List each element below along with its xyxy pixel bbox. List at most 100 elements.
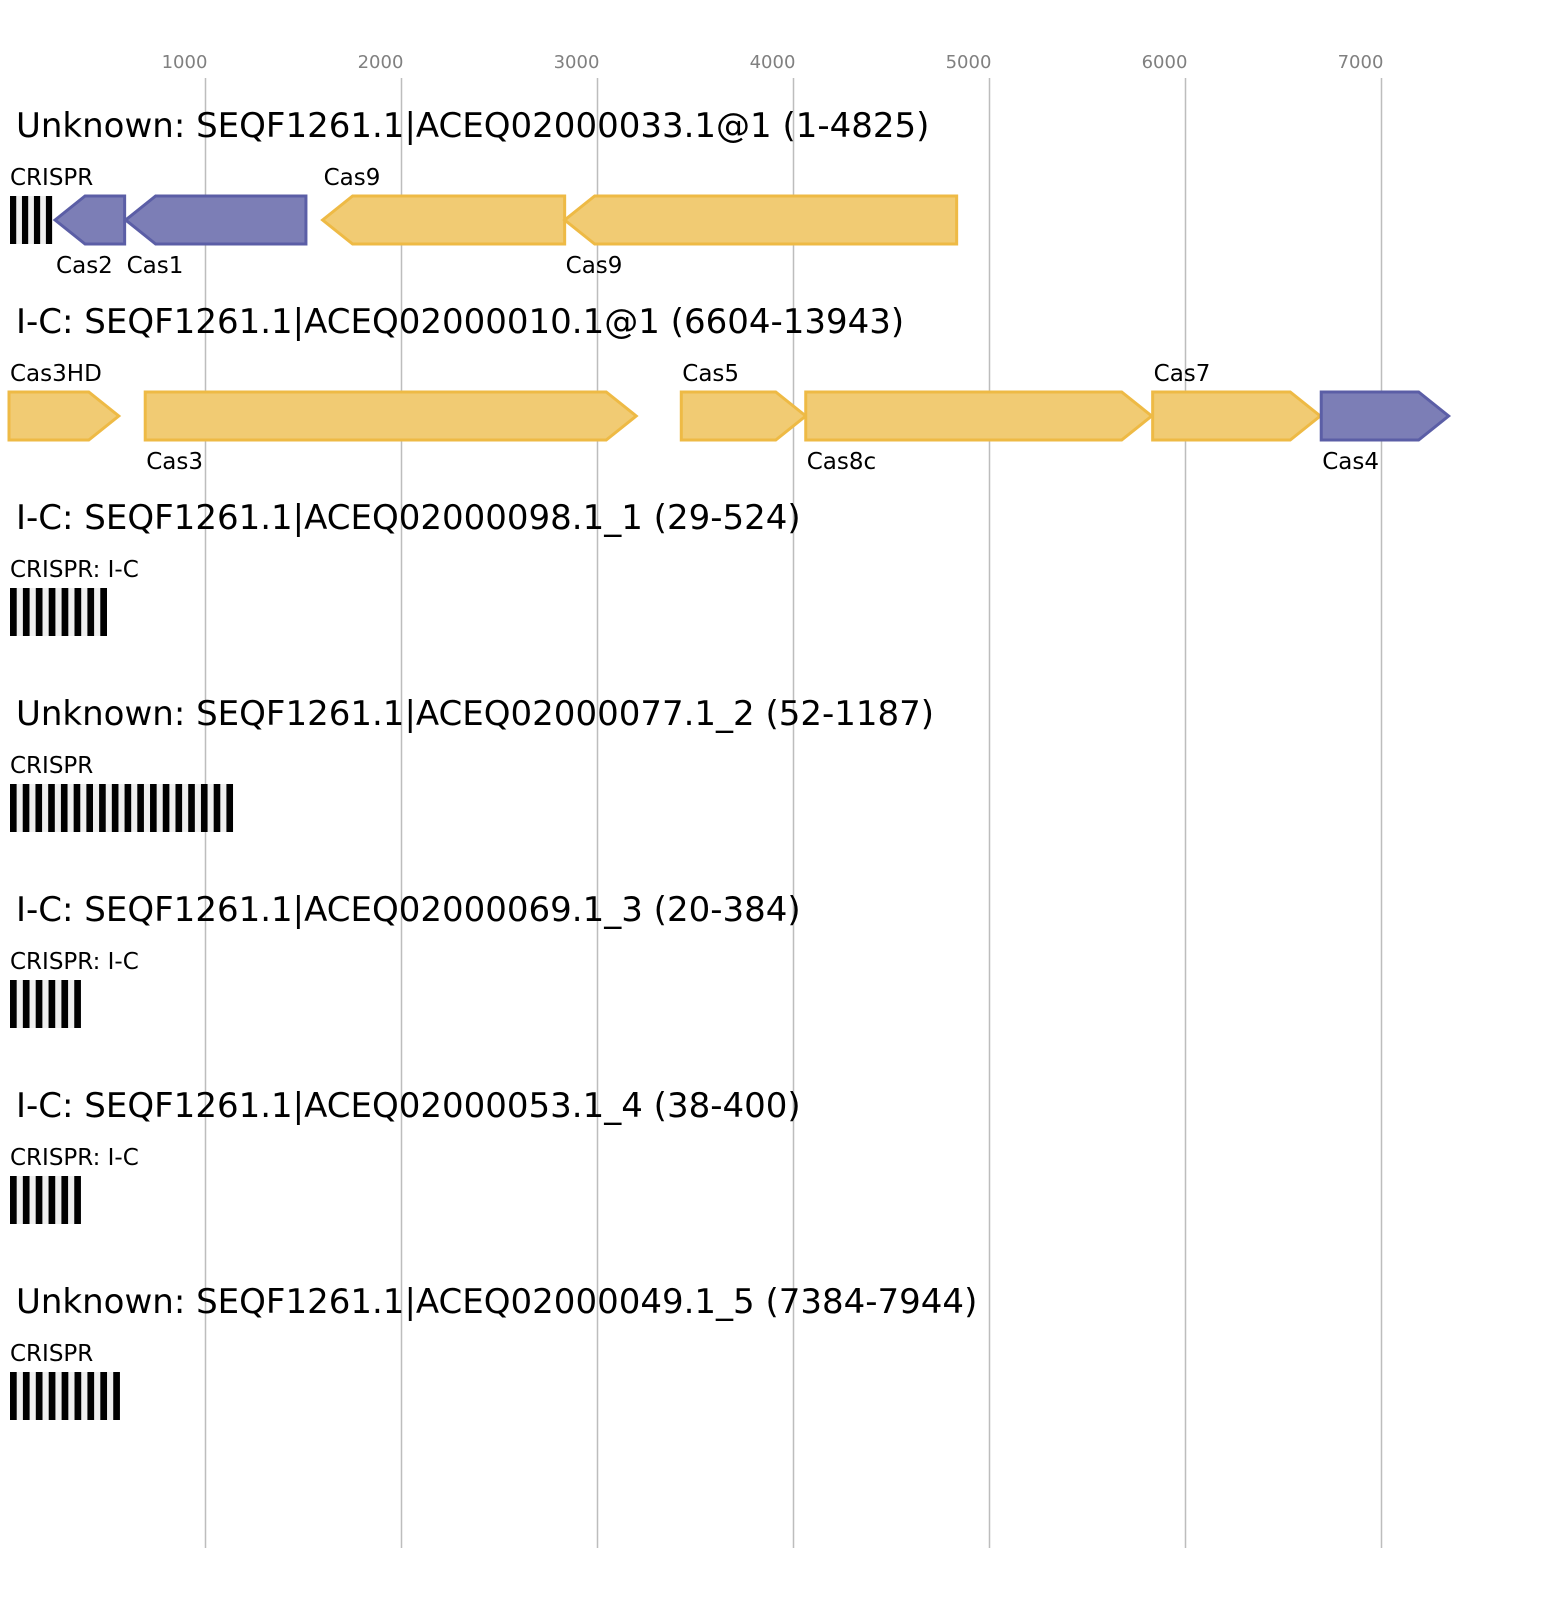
- locus-row: Unknown: SEQF1261.1|ACEQ02000049.1_5 (73…: [10, 1282, 977, 1420]
- gene-arrow-cas3hd: [7, 390, 122, 442]
- gene-arrow-cas8c: [804, 390, 1155, 442]
- crispr-repeat: [87, 1372, 95, 1420]
- crispr-repeat: [86, 784, 93, 832]
- crispr-repeat: [10, 1372, 17, 1420]
- gene-label: Cas5: [682, 361, 739, 387]
- crispr-label: CRISPR: I-C: [10, 1145, 139, 1171]
- crispr-array: [10, 980, 81, 1028]
- crispr-repeat: [113, 1372, 120, 1420]
- gene-arrow-cas3: [143, 390, 639, 442]
- crispr-repeat: [10, 1176, 17, 1224]
- crispr-repeat: [100, 1372, 108, 1420]
- crispr-repeat: [61, 1176, 69, 1224]
- locus-title: Unknown: SEQF1261.1|ACEQ02000033.1@1 (1-…: [16, 106, 929, 146]
- gene-label: Cas1: [127, 253, 184, 279]
- crispr-repeat: [226, 784, 234, 832]
- axis-tick-label: 4000: [750, 52, 796, 73]
- crispr-repeat: [35, 784, 43, 832]
- axis-tick-label: 5000: [946, 52, 992, 73]
- crispr-repeat: [100, 588, 107, 636]
- gene-label: Cas7: [1154, 361, 1211, 387]
- gene-label: Cas9: [324, 165, 381, 191]
- crispr-repeat: [124, 784, 132, 832]
- crispr-repeat: [175, 784, 183, 832]
- crispr-repeat: [74, 588, 82, 636]
- crispr-label: CRISPR: [10, 165, 93, 191]
- crispr-spacer-background: [10, 980, 81, 1028]
- locus-title: I-C: SEQF1261.1|ACEQ02000098.1_1 (29-524…: [16, 498, 801, 538]
- crispr-array: [10, 1176, 81, 1224]
- gene-arrow-cas2: [52, 194, 127, 246]
- crispr-repeat: [33, 196, 41, 244]
- gene-label: Cas9: [566, 253, 623, 279]
- crispr-repeat: [111, 784, 119, 832]
- crispr-repeat: [48, 784, 55, 832]
- crispr-repeat: [35, 980, 43, 1028]
- crispr-label: CRISPR: [10, 1341, 93, 1367]
- crispr-repeat: [10, 588, 17, 636]
- crispr-repeat: [200, 784, 208, 832]
- crispr-spacer-background: [10, 1176, 81, 1224]
- crispr-repeat: [10, 196, 17, 244]
- crispr-repeat: [35, 1372, 43, 1420]
- crispr-repeat: [10, 980, 17, 1028]
- gene-arrow-cas5: [679, 390, 809, 442]
- gene-label: Cas3: [146, 449, 203, 475]
- crispr-repeat: [74, 1372, 82, 1420]
- crispr-spacer-background: [10, 196, 53, 244]
- axis-tick-label: 7000: [1338, 52, 1384, 73]
- crispr-repeat: [61, 588, 69, 636]
- crispr-repeat: [61, 1372, 69, 1420]
- gene-label: Cas4: [1322, 449, 1379, 475]
- axis-tick-label: 1000: [162, 52, 208, 73]
- crispr-array: [10, 1372, 120, 1420]
- crispr-repeat: [48, 588, 56, 636]
- gene-arrow-cas9: [562, 194, 959, 246]
- gene-label: Cas3HD: [10, 361, 102, 387]
- locus-row: I-C: SEQF1261.1|ACEQ02000069.1_3 (20-384…: [10, 890, 801, 1028]
- locus-title: I-C: SEQF1261.1|ACEQ02000069.1_3 (20-384…: [16, 890, 801, 930]
- gene-label: Cas2: [56, 253, 113, 279]
- crispr-repeat: [22, 1372, 30, 1420]
- crispr-repeat: [213, 784, 221, 832]
- locus-row: Unknown: SEQF1261.1|ACEQ02000033.1@1 (1-…: [10, 106, 959, 279]
- crispr-repeat: [35, 1176, 43, 1224]
- gene-arrow-cas9: [320, 194, 567, 246]
- crispr-label: CRISPR: [10, 753, 93, 779]
- crispr-repeat: [99, 784, 106, 832]
- axis-tick-label: 2000: [358, 52, 404, 73]
- crispr-array: [10, 784, 234, 832]
- crispr-repeat: [87, 588, 95, 636]
- locus-title: Unknown: SEQF1261.1|ACEQ02000049.1_5 (73…: [16, 1282, 977, 1322]
- crispr-spacer-background: [10, 784, 234, 832]
- crispr-repeat: [22, 980, 30, 1028]
- crispr-repeat: [22, 784, 30, 832]
- crispr-label: CRISPR: I-C: [10, 557, 139, 583]
- crispr-array: [10, 196, 53, 244]
- crispr-repeat: [137, 784, 144, 832]
- crispr-repeat: [22, 588, 30, 636]
- crispr-repeat: [162, 784, 170, 832]
- locus-row: Unknown: SEQF1261.1|ACEQ02000077.1_2 (52…: [10, 694, 934, 832]
- gene-arrow-cas7: [1151, 390, 1323, 442]
- crispr-repeat: [35, 588, 43, 636]
- crispr-repeat: [48, 1372, 56, 1420]
- crispr-repeat: [22, 1176, 30, 1224]
- crispr-repeat: [188, 784, 195, 832]
- crispr-repeat: [45, 196, 53, 244]
- gene-label: Cas8c: [807, 449, 876, 475]
- crispr-array: [10, 588, 107, 636]
- crispr-repeat: [10, 784, 17, 832]
- locus-title: Unknown: SEQF1261.1|ACEQ02000077.1_2 (52…: [16, 694, 934, 734]
- crispr-repeat: [48, 1176, 56, 1224]
- locus-title: I-C: SEQF1261.1|ACEQ02000010.1@1 (6604-1…: [16, 302, 904, 342]
- locus-title: I-C: SEQF1261.1|ACEQ02000053.1_4 (38-400…: [16, 1086, 801, 1126]
- crispr-label: CRISPR: I-C: [10, 949, 139, 975]
- crispr-repeat: [21, 196, 29, 244]
- axis-tick-label: 3000: [554, 52, 600, 73]
- gene-arrow-cas1: [123, 194, 308, 246]
- axis-tick-label: 6000: [1142, 52, 1188, 73]
- crispr-repeat: [60, 784, 68, 832]
- crispr-repeat: [74, 980, 81, 1028]
